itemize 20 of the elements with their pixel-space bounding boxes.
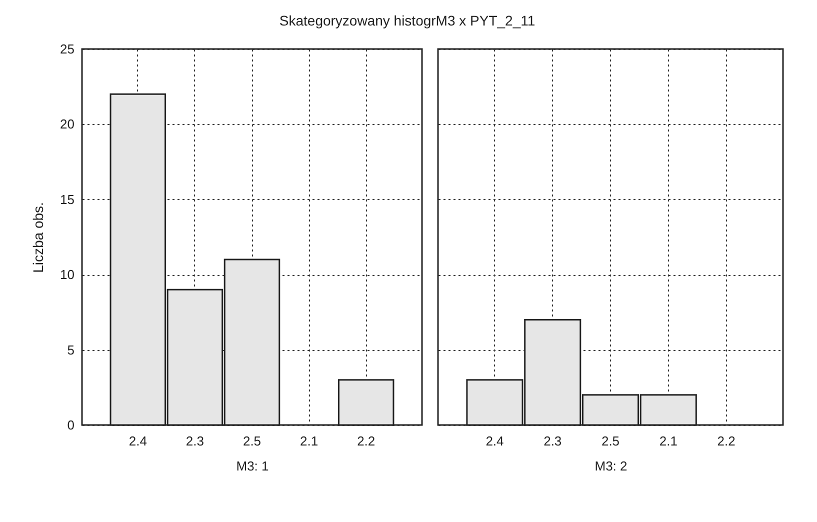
chart-title: Skategoryzowany histogrM3 x PYT_2_11 [279, 12, 536, 28]
x-tick-label: 2.2 [717, 434, 736, 448]
x-tick-label: 2.5 [242, 434, 262, 448]
y-tick-label: 5 [67, 342, 74, 358]
x-tick-label: 2.1 [659, 434, 678, 448]
x-tick-label: 2.3 [544, 434, 562, 448]
x-tick-label: 2.4 [486, 434, 504, 448]
x-tick-label: 2.3 [186, 434, 204, 448]
y-tick-label: 15 [60, 192, 74, 207]
x-tick-label: 2.4 [128, 434, 147, 448]
x-tick-label: 2.1 [300, 434, 318, 448]
x-tick-label: 2.5 [601, 434, 620, 448]
y-tick-label: 25 [60, 42, 74, 56]
y-axis-title: Liczba obs. [30, 202, 46, 273]
y-tick-label: 0 [67, 418, 74, 432]
x-tick-label: 2.2 [357, 434, 376, 448]
y-tick-label: 20 [60, 116, 74, 132]
x-axis-title: M3: 1 [236, 458, 269, 474]
x-axis-title: M3: 2 [594, 458, 628, 474]
y-tick-label: 10 [60, 267, 74, 282]
